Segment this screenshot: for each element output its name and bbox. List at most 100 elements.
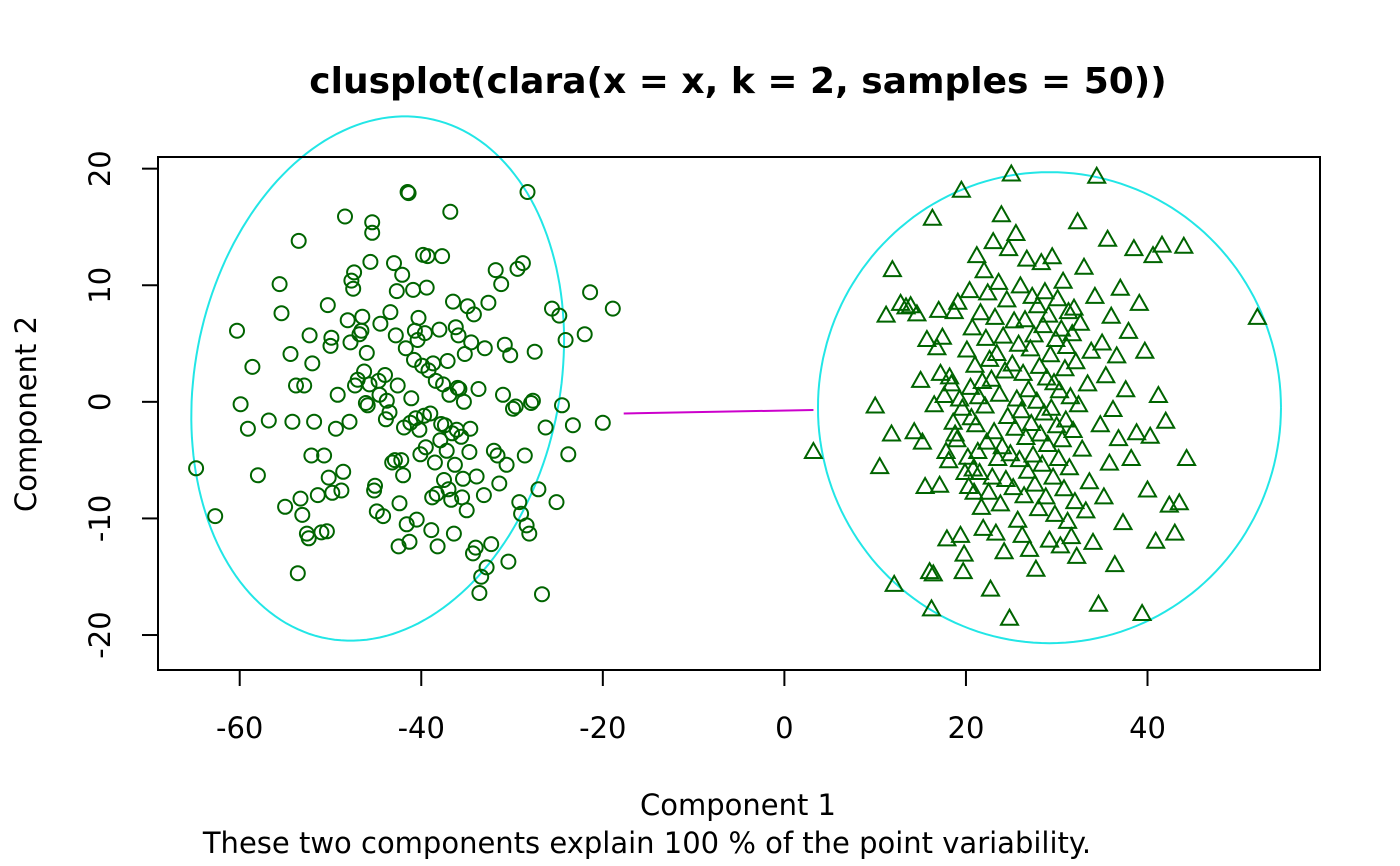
cluster-2-point	[1155, 410, 1176, 429]
cluster-2-point	[1026, 390, 1048, 409]
cluster-2-point	[1013, 485, 1035, 504]
cluster-2-point	[912, 431, 933, 450]
cluster-1-point	[232, 396, 249, 413]
cluster-2-point	[1066, 545, 1087, 564]
cluster-1-point	[548, 494, 565, 511]
cluster-2-point	[1108, 428, 1129, 447]
cluster-2-point	[900, 295, 921, 314]
cluster-2-point	[1112, 512, 1134, 531]
cluster-1-point	[405, 281, 422, 298]
cluster-2-point	[982, 466, 1003, 485]
cluster-1-point	[463, 334, 480, 351]
cluster-1-point	[537, 419, 554, 436]
cluster-2-point	[923, 563, 944, 582]
cluster-1-point	[473, 568, 490, 585]
cluster-2-point	[1027, 295, 1048, 314]
cluster-1-point	[427, 372, 444, 389]
cluster-1-point	[465, 306, 482, 323]
cluster-1-point	[400, 185, 417, 202]
cluster-1-point	[393, 452, 410, 469]
cluster-1-point	[296, 377, 313, 394]
cluster-2-point	[1030, 423, 1051, 442]
x-tick-label: -20	[579, 711, 626, 745]
cluster-2-point	[985, 522, 1007, 541]
cluster-2-point	[996, 289, 1018, 308]
cluster-1-point	[361, 376, 378, 393]
cluster-2-point	[1062, 419, 1084, 438]
cluster-2-point	[933, 384, 955, 403]
cluster-2-point	[952, 397, 973, 416]
cluster-2-point	[1010, 275, 1031, 294]
cluster-2-point	[1169, 492, 1190, 511]
cluster-2-point	[1067, 211, 1088, 230]
cluster-1-point	[447, 319, 464, 336]
cluster-1-point	[518, 517, 535, 534]
cluster-1-point	[304, 355, 321, 372]
cluster-1-point	[445, 293, 461, 310]
cluster-2-point	[1029, 355, 1050, 374]
cluster-1-point	[346, 264, 363, 281]
cluster-1-point	[292, 490, 309, 507]
cluster-1-point	[485, 442, 502, 459]
cluster-1-point	[229, 322, 245, 339]
cluster-2-point	[1050, 535, 1071, 554]
cluster-2-point	[962, 317, 983, 336]
cluster-connector-line	[623, 409, 814, 415]
cluster-2-point	[1022, 444, 1044, 463]
x-axis-label: Component 1	[640, 788, 836, 822]
cluster-2-point	[1020, 338, 1041, 357]
cluster-1-point	[377, 367, 393, 383]
cluster-1-point	[403, 390, 420, 407]
cluster-1-point	[455, 393, 472, 410]
x-tick-label: 40	[1129, 711, 1166, 745]
cluster-1-point	[450, 327, 467, 344]
cluster-2-point	[1011, 524, 1033, 543]
cluster-1-point	[576, 326, 593, 343]
cluster-1-point	[416, 325, 433, 342]
cluster-2-point	[1090, 414, 1111, 433]
cluster-1-point	[289, 565, 306, 582]
cluster-1-point	[491, 475, 508, 492]
cluster-1-point	[530, 481, 547, 498]
cluster-1-point	[316, 447, 333, 464]
cluster-2-point	[980, 578, 1001, 597]
cluster-1-point	[511, 494, 528, 511]
cluster-2-point	[1014, 309, 1036, 328]
cluster-2-point	[952, 561, 974, 580]
cluster-2-point	[986, 342, 1008, 361]
cluster-2-point	[1012, 362, 1034, 381]
cluster-2-point	[1041, 397, 1062, 416]
cluster-1-point	[439, 353, 456, 369]
cluster-2-point	[983, 421, 1005, 440]
cluster-2-point	[965, 414, 987, 433]
cluster-1-point	[387, 327, 404, 344]
cluster-1-point	[309, 487, 326, 504]
cluster-ellipse-1	[190, 115, 566, 642]
cluster-2-point	[982, 231, 1004, 250]
cluster-2-point	[1001, 163, 1022, 182]
cluster-2-point	[966, 245, 988, 264]
cluster-2-point	[1164, 522, 1186, 541]
cluster-2-point	[976, 431, 998, 450]
cluster-1-point	[498, 456, 515, 473]
cluster-1-point	[397, 340, 414, 357]
cluster-2-point	[922, 207, 943, 226]
cluster-2-point	[1071, 438, 1093, 457]
y-axis: -20 -10 0 10 20	[83, 150, 159, 659]
cluster-2-point	[1084, 285, 1106, 304]
cluster-1-point	[431, 321, 448, 338]
cluster-2-point	[1115, 379, 1136, 398]
cluster-2-point	[1051, 318, 1072, 337]
cluster-1-point	[516, 447, 533, 464]
cluster-2-point	[1023, 324, 1045, 343]
cluster-2-point	[1073, 256, 1095, 275]
y-tick-label: 0	[83, 393, 117, 411]
cluster-2-point	[919, 561, 940, 580]
cluster-1-point	[438, 442, 455, 459]
cluster-2-point	[987, 447, 1008, 466]
cluster-1-point	[519, 184, 536, 200]
cluster-1-point	[319, 297, 336, 314]
cluster-2-point	[1024, 473, 1046, 492]
cluster-2-point	[1002, 477, 1024, 496]
cluster-1-point	[458, 502, 475, 519]
